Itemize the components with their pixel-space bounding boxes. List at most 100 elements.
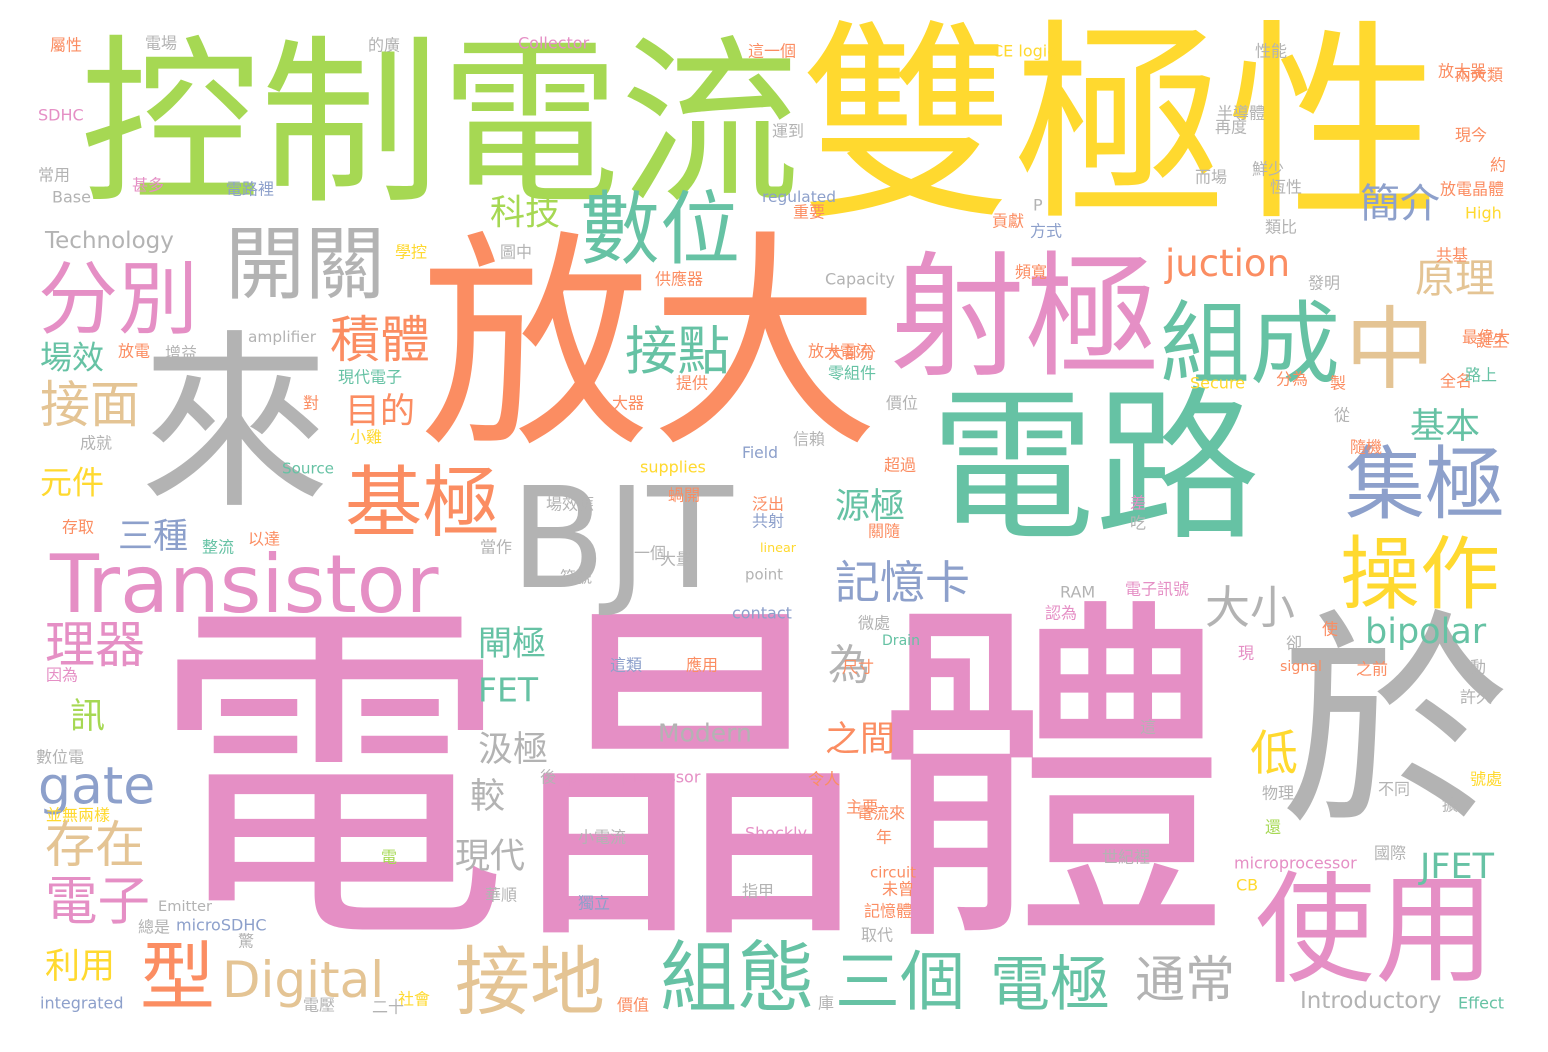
word: 貢獻 <box>992 212 1025 232</box>
word: contact <box>732 604 792 624</box>
word: 擴 <box>1442 796 1459 816</box>
word: 來 <box>140 313 331 536</box>
word: 後 <box>540 768 557 788</box>
word: 電場 <box>145 34 178 54</box>
word: 三個 <box>835 944 965 1021</box>
word: 價值 <box>617 996 650 1016</box>
word: 小電流 <box>578 828 627 848</box>
word: 總是 <box>138 918 171 938</box>
word: 現今 <box>1455 126 1488 146</box>
word: 控制電流 <box>80 20 801 230</box>
word: 應用 <box>686 656 719 676</box>
word: 訊 <box>70 696 106 738</box>
word: point <box>745 566 783 585</box>
word: 價位 <box>886 394 919 414</box>
word: 類比 <box>1265 218 1298 238</box>
word: 超過 <box>884 456 917 476</box>
word: microSDHC <box>176 916 267 936</box>
word: 電子訊號 <box>1125 580 1190 600</box>
word: 運到 <box>772 122 805 142</box>
word: 記憶體 <box>864 902 913 922</box>
word: 共射 <box>752 512 785 532</box>
word: 製 <box>1330 374 1347 394</box>
word: Effect <box>1458 994 1505 1014</box>
word: 隨機 <box>1350 438 1383 458</box>
word: 以達 <box>248 530 281 550</box>
word: regulated <box>762 188 836 207</box>
word: 閘極 <box>478 624 546 665</box>
word: 符號 <box>560 568 593 588</box>
word: 這一個 <box>748 42 797 62</box>
word: 為 <box>828 641 870 691</box>
word: 低 <box>1250 726 1298 782</box>
word: Drain <box>882 632 921 650</box>
word: 射極 <box>890 238 1160 397</box>
word: 當作 <box>480 538 512 558</box>
word: 數位電 <box>36 748 85 768</box>
word: 獨立 <box>578 894 611 914</box>
word: 最偉大 <box>1462 328 1511 348</box>
word: 開關 <box>225 217 386 312</box>
word: 恆性 <box>1270 178 1303 198</box>
word: CB <box>1236 876 1259 896</box>
word: 號處 <box>1470 770 1503 790</box>
word: 中 <box>1345 297 1435 402</box>
word: 令人 <box>808 770 841 790</box>
word: 通常 <box>1135 950 1236 1009</box>
word: 發明 <box>1308 274 1341 294</box>
word: 頻寬 <box>1015 263 1048 283</box>
word: 源極 <box>835 486 906 528</box>
word: 提供 <box>676 374 709 394</box>
word: 還 <box>1265 818 1282 838</box>
word: Technology <box>45 227 174 255</box>
word: bipolar <box>1365 611 1487 653</box>
word: 使用 <box>1255 860 1496 1000</box>
word: Digital <box>222 951 385 1009</box>
word: 方式 <box>1030 222 1063 242</box>
word: 大量 <box>660 550 693 570</box>
word: 許久 <box>1460 688 1493 708</box>
word: 利用 <box>45 946 116 988</box>
word: 理器 <box>45 615 146 675</box>
word: 這 <box>1140 718 1157 738</box>
word: 一個 <box>634 544 667 564</box>
word: 基極 <box>345 459 500 549</box>
word: P <box>1033 196 1043 216</box>
word: 關隨 <box>868 522 901 542</box>
word: 約 <box>1490 156 1507 176</box>
word: 電 <box>381 848 398 868</box>
word: 常用 <box>38 166 71 186</box>
word: power processor <box>568 768 701 788</box>
word: 於 <box>1280 590 1511 859</box>
word: Source <box>282 460 334 479</box>
word: 數位 <box>580 183 740 276</box>
word: 尺寸 <box>842 658 875 678</box>
word: 國際 <box>1374 844 1407 864</box>
word: 泛出 <box>752 495 785 515</box>
word: BJT <box>510 458 733 621</box>
word: 雙極性 <box>800 1 1441 251</box>
word: 電路裡 <box>226 180 275 200</box>
word: 未曾 <box>882 880 915 900</box>
word: 記憶卡 <box>835 556 971 609</box>
word: 電極 <box>990 950 1110 1020</box>
word: 這類 <box>610 656 643 676</box>
word: 微處 <box>858 614 891 634</box>
word: 放電 <box>118 342 151 362</box>
word: 存取 <box>62 518 95 538</box>
word: 電晶體 <box>150 570 1231 990</box>
word: 放大 <box>420 210 880 480</box>
word: 電壓 <box>303 996 336 1016</box>
word: 全名 <box>1440 372 1473 392</box>
word: 操作 <box>1340 527 1501 622</box>
word: 不同 <box>1378 780 1411 800</box>
word: SDHC <box>38 106 84 126</box>
word: gate <box>38 755 156 816</box>
word: 並無兩樣 <box>46 806 111 826</box>
word: microprocessor <box>1234 854 1357 874</box>
word: amplifier <box>248 328 317 347</box>
word: 華順 <box>485 886 518 906</box>
word: 卻 <box>1286 634 1303 654</box>
word: 半導體 <box>1217 104 1266 124</box>
word: 現代 <box>455 836 526 878</box>
